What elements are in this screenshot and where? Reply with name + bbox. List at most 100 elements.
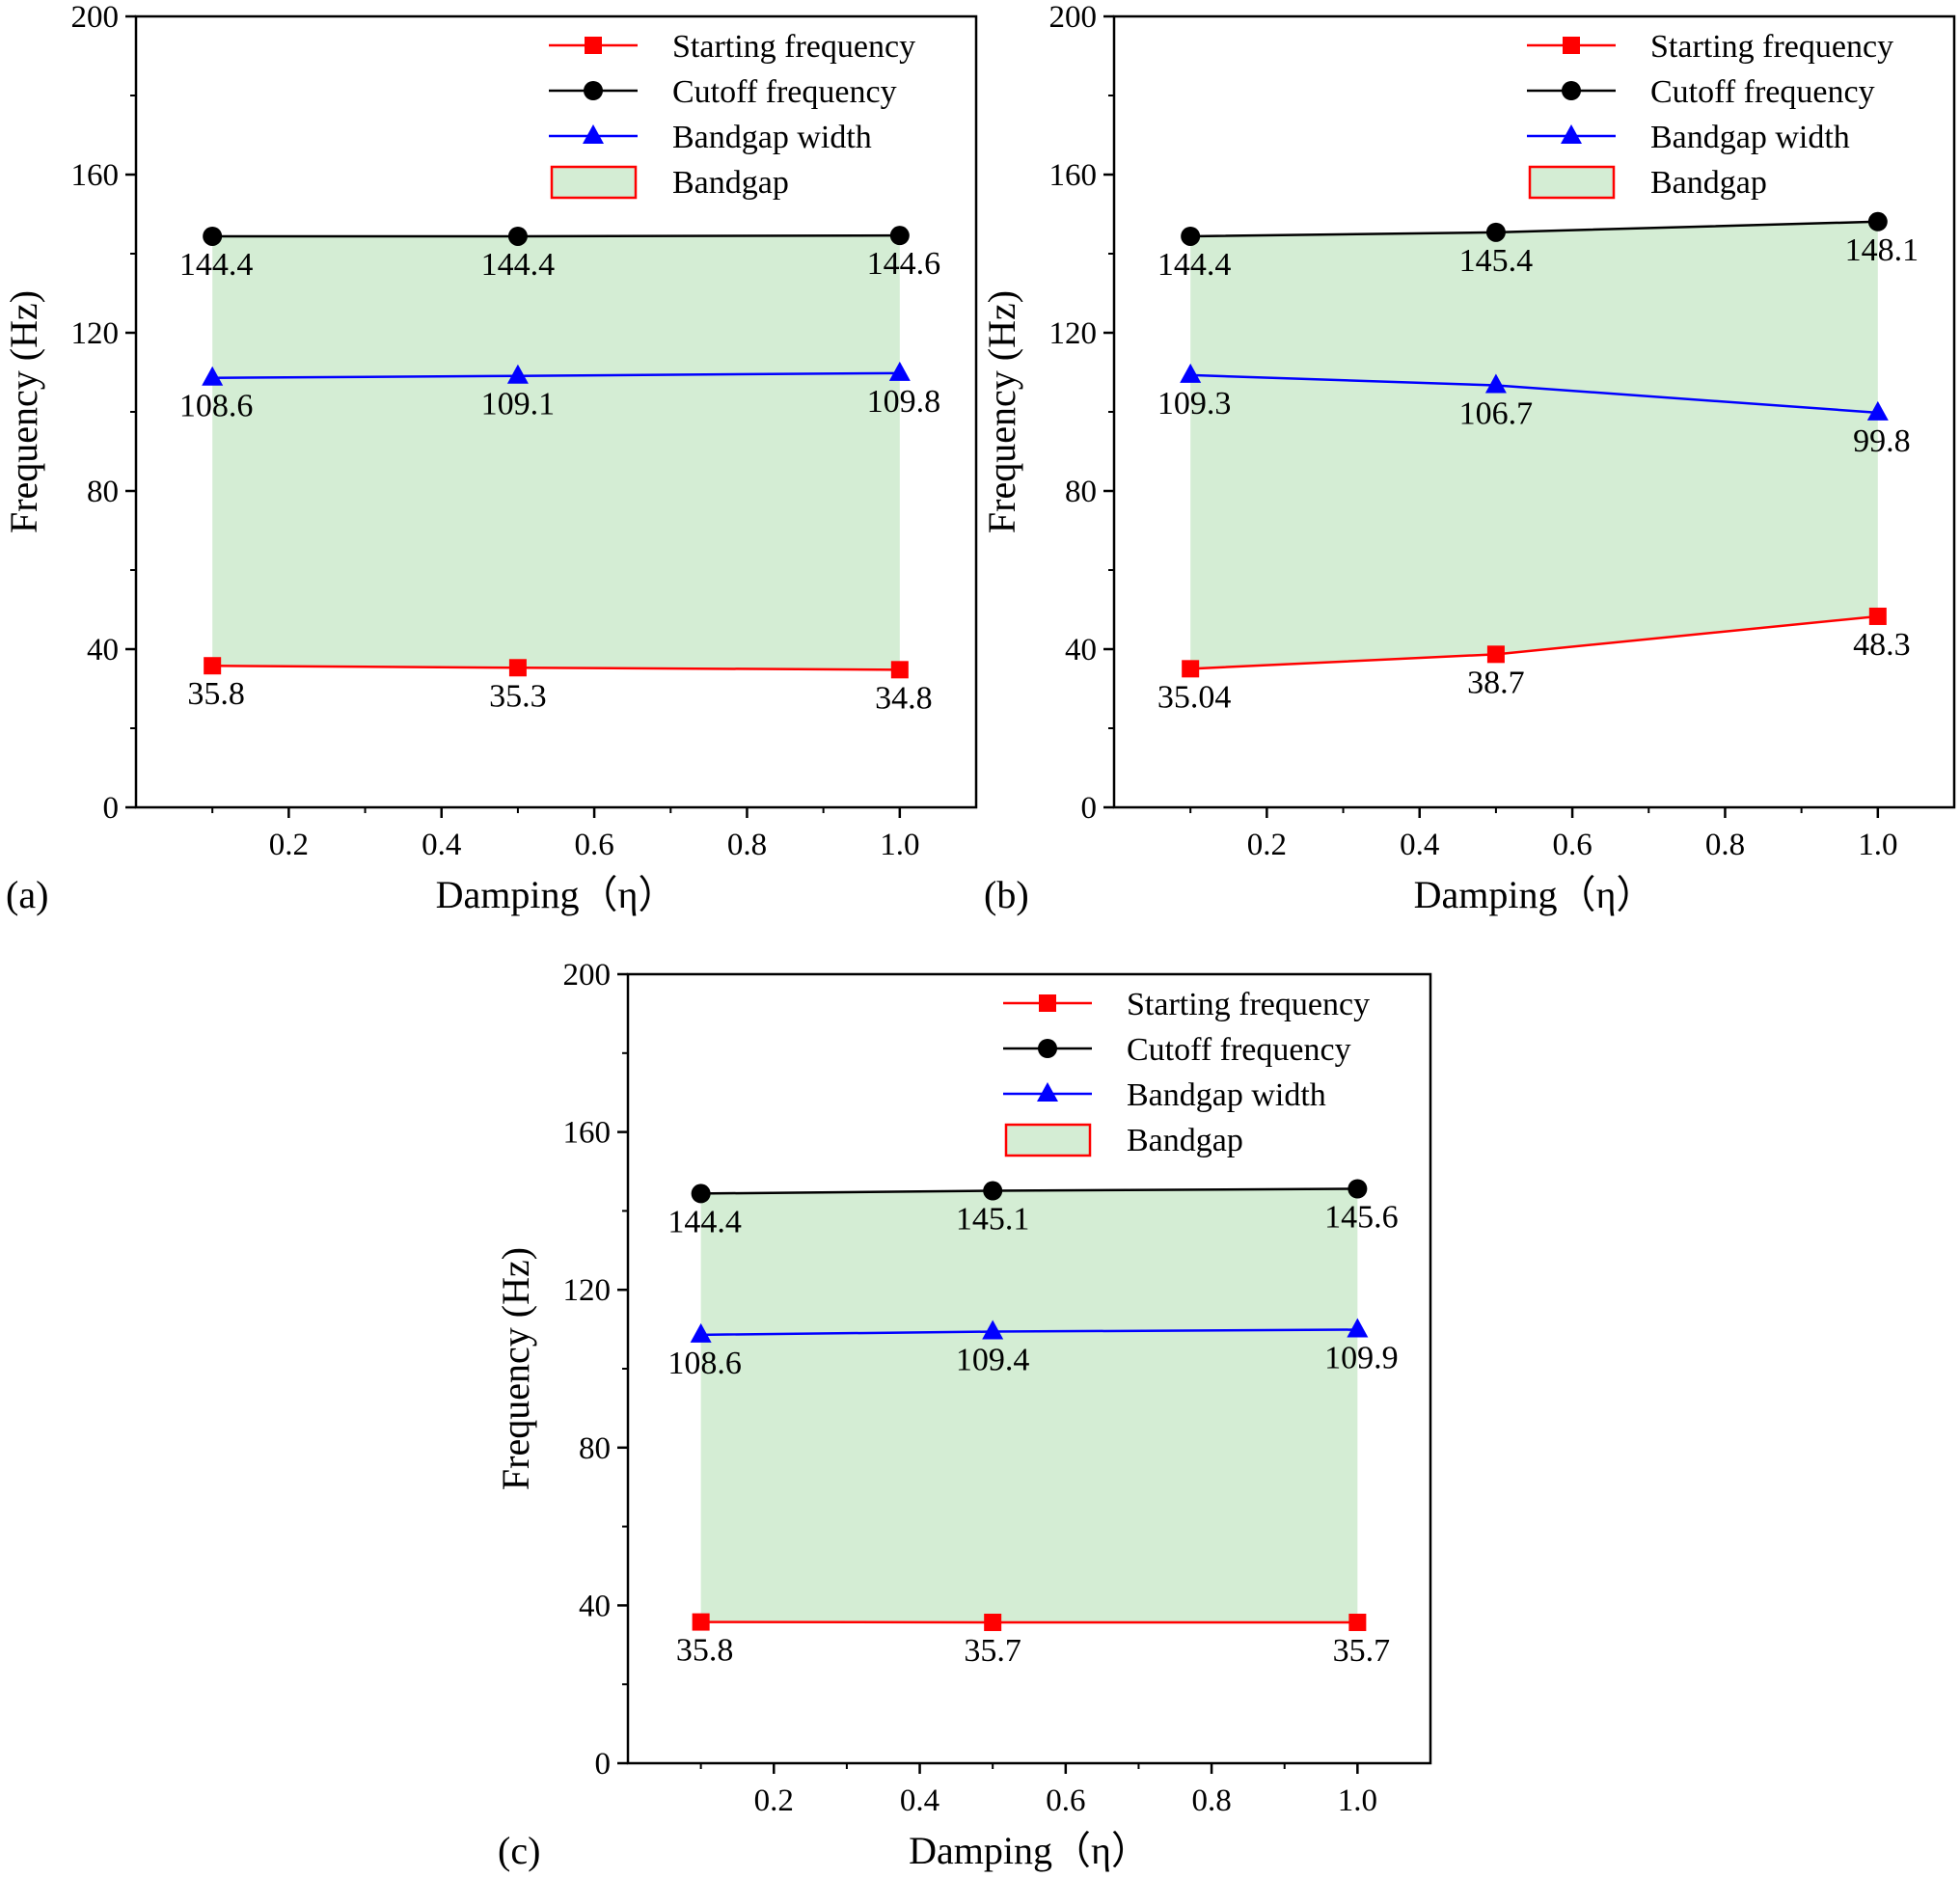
cutoff-marker	[889, 226, 910, 246]
legend-label-starting: Starting frequency	[672, 29, 915, 65]
legend-marker-cutoff	[1562, 81, 1581, 100]
y-tick-label: 200	[71, 0, 120, 35]
x-tick-label: 0.6	[574, 828, 613, 862]
cutoff-marker	[1181, 226, 1201, 246]
x-tick-label: 0.4	[422, 828, 461, 862]
x-tick-label: 0.8	[727, 828, 767, 862]
starting-data-label: 48.3	[1853, 627, 1911, 663]
width-data-label: 109.3	[1157, 386, 1232, 422]
legend-marker-starting	[1039, 994, 1056, 1012]
starting-data-label: 38.7	[1467, 665, 1525, 700]
x-tick-label: 0.2	[269, 828, 309, 862]
x-tick-label: 0.2	[1247, 828, 1287, 862]
cutoff-marker	[1485, 222, 1506, 242]
starting-data-label: 35.8	[187, 676, 245, 712]
cutoff-data-label: 145.1	[956, 1202, 1030, 1238]
width-data-label: 108.6	[667, 1346, 742, 1381]
cutoff-data-label: 144.6	[867, 246, 941, 282]
cutoff-data-label: 144.4	[1157, 247, 1232, 283]
panel-label: (a)	[6, 873, 48, 916]
starting-data-label: 35.7	[1333, 1633, 1391, 1669]
x-axis-title: Damping（η）	[909, 1829, 1150, 1872]
x-axis-title: Damping（η）	[436, 873, 677, 916]
legend-label-starting: Starting frequency	[1650, 29, 1893, 65]
width-marker	[1180, 363, 1202, 383]
starting-marker	[890, 661, 909, 679]
starting-data-label: 35.7	[964, 1633, 1021, 1669]
legend-marker-starting	[1563, 37, 1580, 54]
x-tick-label: 1.0	[1858, 828, 1897, 862]
cutoff-marker	[691, 1184, 711, 1204]
width-marker	[1347, 1318, 1369, 1338]
y-tick-label: 80	[87, 475, 119, 509]
starting-marker	[1182, 660, 1200, 678]
bandgap-area	[700, 1188, 1358, 1622]
x-tick-label: 0.2	[754, 1783, 794, 1818]
width-marker	[1484, 373, 1507, 394]
y-tick-label: 160	[71, 158, 120, 193]
x-axis-title: Damping（η）	[1414, 873, 1655, 916]
x-tick-label: 0.6	[1552, 828, 1592, 862]
cutoff-data-label: 145.4	[1459, 243, 1534, 279]
y-tick-label: 200	[1049, 0, 1098, 35]
legend: Starting frequency Cutoff frequency Bandga…	[549, 29, 915, 201]
cutoff-marker	[1348, 1179, 1368, 1199]
x-tick-label: 1.0	[880, 828, 919, 862]
width-data-label: 109.1	[481, 387, 556, 422]
width-data-label: 109.8	[867, 384, 941, 420]
legend-label-width: Bandgap width	[1650, 120, 1850, 155]
starting-marker	[508, 659, 527, 677]
starting-data-label: 35.8	[676, 1633, 734, 1669]
x-tick-label: 1.0	[1338, 1783, 1377, 1818]
cutoff-marker	[1867, 211, 1888, 231]
y-tick-label: 160	[563, 1116, 612, 1151]
starting-marker	[1348, 1613, 1367, 1631]
starting-data-label: 35.04	[1157, 679, 1232, 715]
x-tick-label: 0.4	[1400, 828, 1439, 862]
starting-marker	[984, 1613, 1002, 1631]
width-data-label: 99.8	[1853, 423, 1911, 459]
panel-label: (c)	[498, 1829, 540, 1872]
width-data-label: 109.4	[956, 1343, 1030, 1378]
legend-label-cutoff: Cutoff frequency	[1127, 1032, 1351, 1068]
x-tick-label: 0.6	[1046, 1783, 1085, 1818]
cutoff-data-label: 144.4	[667, 1204, 742, 1239]
y-tick-label: 0	[595, 1747, 612, 1782]
y-tick-label: 40	[579, 1589, 611, 1623]
y-axis-title: Frequency (Hz)	[980, 290, 1023, 533]
y-tick-label: 40	[87, 633, 119, 667]
starting-marker	[692, 1613, 710, 1631]
starting-marker	[1868, 607, 1887, 625]
legend-label-cutoff: Cutoff frequency	[672, 74, 897, 110]
width-marker	[888, 361, 911, 381]
legend-label-bandgap: Bandgap	[672, 165, 789, 201]
width-marker	[690, 1322, 712, 1343]
legend-label-starting: Starting frequency	[1127, 987, 1370, 1022]
legend-marker-width	[1561, 124, 1582, 144]
x-tick-label: 0.8	[1705, 828, 1745, 862]
starting-marker	[204, 657, 222, 675]
legend-label-cutoff: Cutoff frequency	[1650, 74, 1875, 110]
legend-label-bandgap: Bandgap	[1127, 1123, 1243, 1158]
y-tick-label: 160	[1049, 158, 1098, 193]
legend-marker-starting	[585, 37, 602, 54]
cutoff-data-label: 148.1	[1845, 232, 1919, 268]
width-data-label: 106.7	[1459, 396, 1534, 432]
y-axis-title: Frequency (Hz)	[494, 1247, 537, 1490]
cutoff-marker	[203, 226, 223, 246]
starting-marker	[1486, 645, 1505, 664]
legend-marker-width	[583, 124, 604, 144]
legend-label-width: Bandgap width	[672, 120, 872, 155]
legend-marker-cutoff	[1038, 1039, 1057, 1058]
cutoff-data-label: 144.4	[179, 247, 254, 283]
y-tick-label: 0	[103, 791, 120, 826]
x-tick-label: 0.4	[900, 1783, 939, 1818]
chart-panel-c: 35.8 35.7 35.7 144.4 145.1 145.6 108.6 109.4 109…	[494, 958, 1432, 1872]
y-tick-label: 80	[579, 1431, 611, 1466]
cutoff-data-label: 144.4	[481, 247, 556, 283]
cutoff-line	[212, 233, 900, 238]
width-marker	[982, 1320, 1004, 1340]
y-tick-label: 80	[1065, 475, 1097, 509]
legend-label-width: Bandgap width	[1127, 1077, 1326, 1113]
